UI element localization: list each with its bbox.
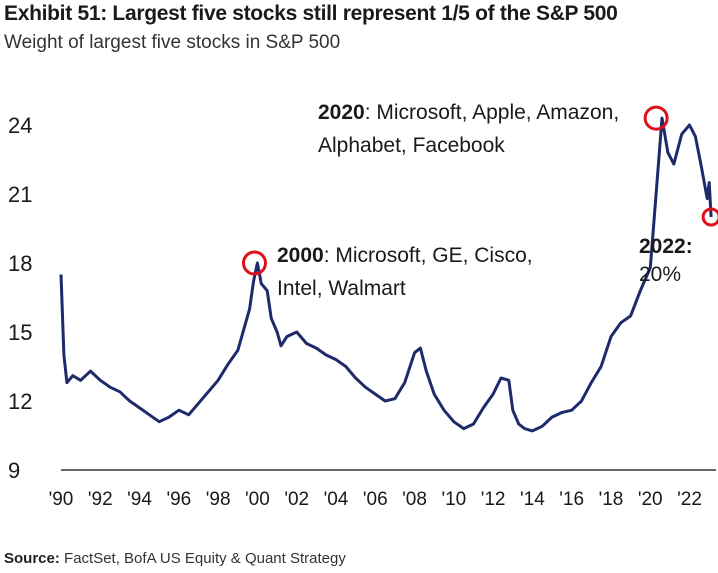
x-tick-label: '96 — [166, 489, 191, 510]
x-tick-label: '14 — [520, 489, 545, 510]
x-tick-label: '98 — [206, 489, 231, 510]
y-tick-label: 21 — [8, 182, 32, 207]
highlight-marker — [701, 207, 718, 227]
source-text: FactSet, BofA US Equity & Quant Strategy — [64, 550, 346, 567]
x-tick-label: '02 — [284, 489, 309, 510]
series-line — [59, 116, 713, 433]
x-tick-label: '12 — [481, 489, 506, 510]
y-tick-label: 18 — [8, 251, 32, 276]
x-tick-label: '94 — [127, 489, 152, 510]
chart-title: Exhibit 51: Largest five stocks still re… — [4, 2, 618, 25]
x-tick-label: '04 — [324, 489, 349, 510]
source-note: Source: FactSet, BofA US Equity & Quant … — [4, 550, 346, 567]
x-tick-label: '20 — [638, 489, 663, 510]
annotation-text-line2: Intel, Walmart — [277, 277, 406, 300]
annotations: 2020: Microsoft, Apple, Amazon, Alphabet,… — [241, 101, 718, 300]
annotation-text-line2: 20% — [639, 263, 681, 286]
y-tick-label: 12 — [8, 389, 32, 414]
x-axis: '90 '92 '94 '96 '98 '00 '02 '04 '06 '08 '10 '12 '14 '… — [49, 489, 702, 510]
x-tick-label: '00 — [245, 489, 270, 510]
y-tick-label: 15 — [8, 320, 32, 345]
annotation-companies: : Microsoft, GE, Cisco, — [324, 244, 533, 267]
x-tick-label: '16 — [559, 489, 584, 510]
y-axis: 9 12 15 18 21 24 — [8, 113, 32, 483]
x-tick-label: '10 — [441, 489, 466, 510]
source-label: Source: — [4, 550, 60, 567]
y-tick-label: 9 — [8, 458, 20, 483]
series-group — [59, 116, 713, 433]
x-tick-label: '22 — [677, 489, 702, 510]
annotation-year: 2000 — [277, 244, 324, 267]
y-tick-label: 24 — [8, 113, 32, 138]
x-tick-label: '18 — [599, 489, 624, 510]
x-tick-label: '90 — [49, 489, 74, 510]
annotation-text-line2: Alphabet, Facebook — [318, 134, 505, 157]
highlight-marker — [241, 250, 267, 276]
annotation-companies: : Microsoft, Apple, Amazon, — [365, 101, 619, 124]
x-tick-label: '08 — [402, 489, 427, 510]
x-tick-label: '92 — [88, 489, 113, 510]
annotation-year: 2022: — [639, 235, 693, 258]
chart-subtitle: Weight of largest five stocks in S&P 500 — [4, 32, 341, 53]
x-tick-label: '06 — [363, 489, 388, 510]
annotation-text: 2020: Microsoft, Apple, Amazon, — [318, 101, 619, 124]
highlight-marker — [643, 105, 669, 131]
annotation-text: 2000: Microsoft, GE, Cisco, — [277, 244, 533, 267]
annotation-year: 2020 — [318, 101, 365, 124]
annotation-text: 2022: — [639, 235, 693, 258]
